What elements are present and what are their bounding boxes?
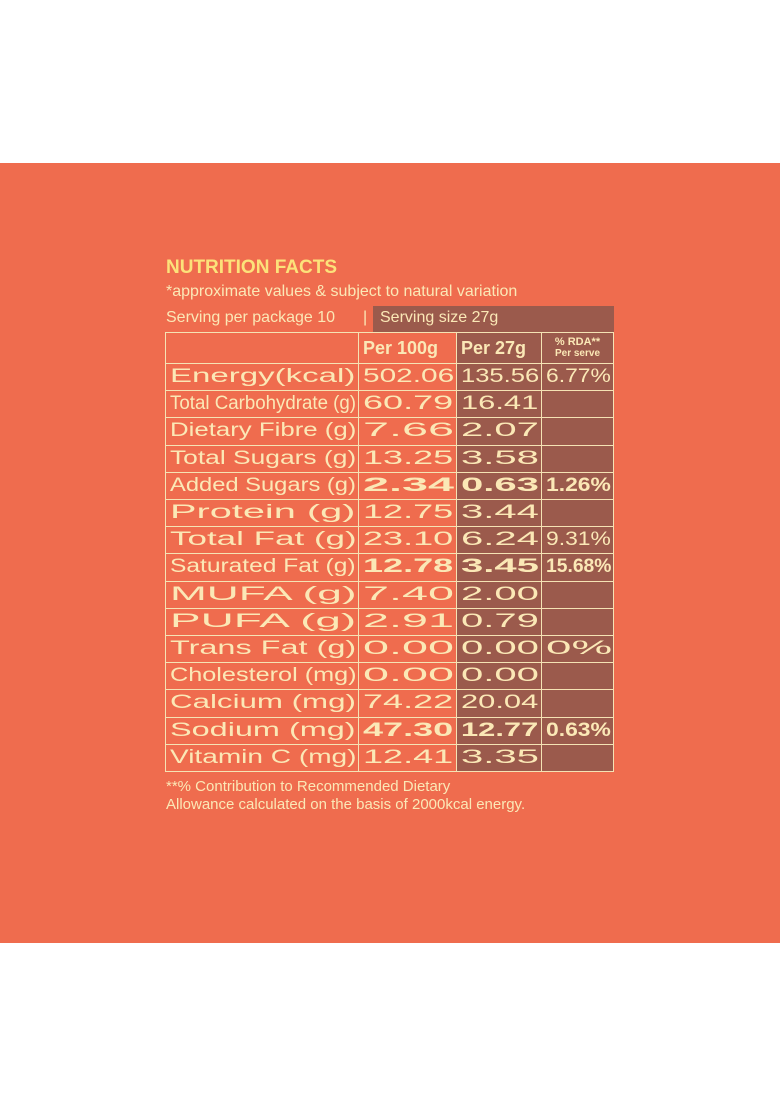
value-cell: 2.00	[456, 580, 542, 609]
title: NUTRITION FACTS	[166, 257, 337, 278]
value-cell: 135.56	[456, 363, 542, 392]
value-cell	[541, 499, 614, 528]
value-cell: 3.58	[456, 444, 542, 473]
value-cell: 2.91	[358, 607, 457, 636]
header-cell: Per 27g	[456, 332, 542, 364]
value-cell	[541, 689, 614, 718]
header-cell: Per 100g	[358, 332, 457, 364]
value-cell: 12.77	[456, 716, 542, 745]
row-label: Cholesterol (mg)	[165, 662, 359, 691]
value-cell: 3.44	[456, 499, 542, 528]
value-cell: 2.07	[456, 417, 542, 446]
row-label: Added Sugars (g)	[165, 471, 359, 500]
orange-panel	[0, 163, 780, 943]
value-cell: 0.63%	[541, 716, 614, 745]
value-cell: 0.00	[456, 662, 542, 691]
value-cell: 0.00	[358, 662, 457, 691]
value-cell: 12.78	[358, 553, 457, 582]
value-cell: 15.68%	[541, 553, 614, 582]
separator: |	[363, 309, 368, 326]
row-label: Total Carbohydrate (g)	[165, 390, 359, 419]
value-cell: 0%	[541, 635, 614, 664]
value-cell	[541, 444, 614, 473]
value-cell: 3.35	[456, 743, 542, 772]
value-cell: 7.40	[358, 580, 457, 609]
value-cell: 0.63	[456, 471, 542, 500]
value-cell: 23.10	[358, 526, 457, 555]
serving-per-package: Serving per package 10	[166, 309, 335, 326]
value-cell	[541, 417, 614, 446]
value-cell: 502.06	[358, 363, 457, 392]
value-cell: 16.41	[456, 390, 542, 419]
serving-size: Serving size 27g	[380, 309, 499, 326]
value-cell	[541, 662, 614, 691]
value-cell: 9.31%	[541, 526, 614, 555]
row-label: Protein (g)	[165, 499, 359, 528]
row-label: Saturated Fat (g)	[165, 553, 359, 582]
row-label: PUFA (g)	[165, 607, 359, 636]
value-cell	[541, 580, 614, 609]
header-text: % RDA**	[554, 336, 601, 348]
value-cell: 1.26%	[541, 471, 614, 500]
header-text: Per serve	[554, 348, 601, 359]
header-cell	[165, 332, 359, 364]
value-cell	[541, 390, 614, 419]
value-cell: 0.00	[358, 635, 457, 664]
row-label: Sodium (mg)	[165, 716, 359, 745]
value-cell: 7.66	[358, 417, 457, 446]
row-label: Total Fat (g)	[165, 526, 359, 555]
value-cell	[541, 743, 614, 772]
row-label: Trans Fat (g)	[165, 635, 359, 664]
row-label: Calcium (mg)	[165, 689, 359, 718]
value-cell: 12.41	[358, 743, 457, 772]
value-cell: 0.00	[456, 635, 542, 664]
row-label: Total Sugars (g)	[165, 444, 359, 473]
value-cell: 6.24	[456, 526, 542, 555]
value-cell: 47.30	[358, 716, 457, 745]
value-cell: 3.45	[456, 553, 542, 582]
value-cell: 2.34	[358, 471, 457, 500]
header-cell: % RDA** Per serve	[541, 332, 614, 364]
row-label: MUFA (g)	[165, 580, 359, 609]
row-label: Energy(kcal)	[165, 363, 359, 392]
footnote: **% Contribution to Recommended Dietary	[166, 778, 451, 795]
row-label: Dietary Fibre (g)	[165, 417, 359, 446]
value-cell: 12.75	[358, 499, 457, 528]
subtitle: *approximate values & subject to natural…	[166, 283, 518, 300]
value-cell: 0.79	[456, 607, 542, 636]
value-cell: 74.22	[358, 689, 457, 718]
value-cell: 13.25	[358, 444, 457, 473]
footnote: Allowance calculated on the basis of 200…	[166, 796, 526, 813]
row-label: Vitamin C (mg)	[165, 743, 359, 772]
value-cell: 6.77%	[541, 363, 614, 392]
serving-size-box	[373, 306, 614, 332]
value-cell	[541, 607, 614, 636]
value-cell: 60.79	[358, 390, 457, 419]
value-cell: 20.04	[456, 689, 542, 718]
